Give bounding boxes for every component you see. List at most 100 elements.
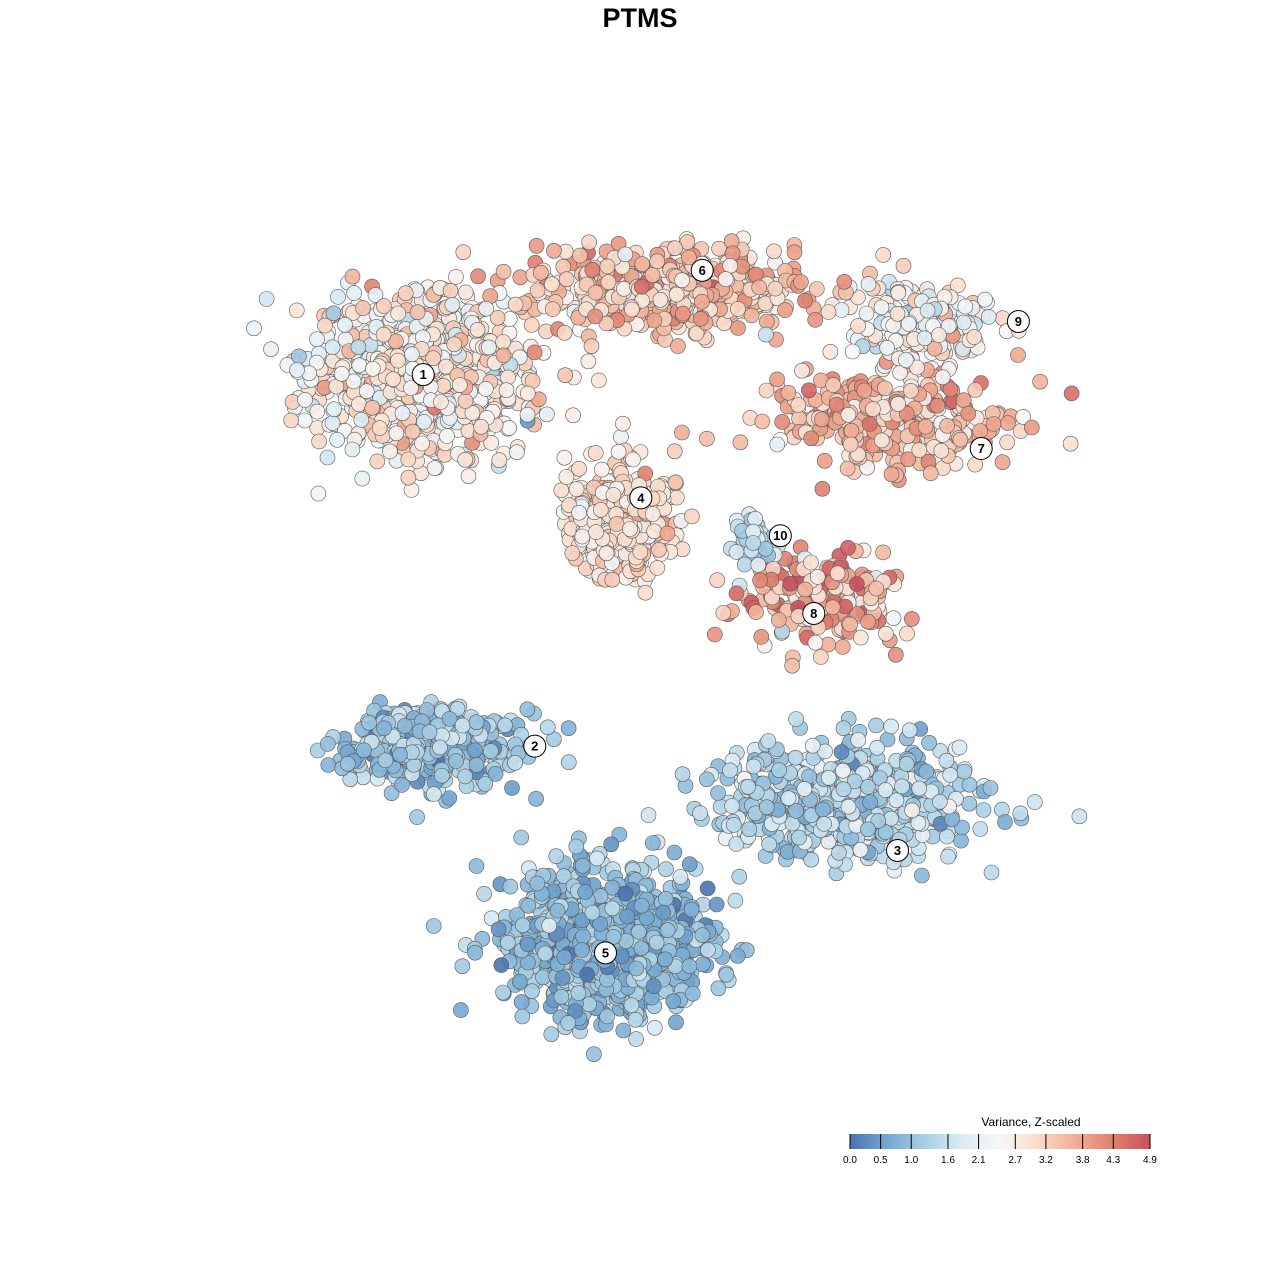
data-point — [901, 722, 918, 739]
data-point — [710, 785, 726, 801]
data-point — [961, 776, 978, 793]
data-point — [345, 373, 362, 390]
data-point — [790, 397, 807, 413]
data-point — [541, 917, 558, 934]
data-point — [625, 451, 641, 468]
data-point — [865, 401, 881, 417]
data-point — [692, 311, 709, 327]
data-point — [952, 431, 969, 448]
data-point — [858, 305, 875, 322]
data-point — [694, 293, 710, 310]
data-point — [949, 277, 966, 294]
data-point — [493, 957, 510, 973]
data-point — [665, 993, 682, 1010]
data-point — [624, 301, 640, 318]
data-point — [544, 301, 561, 317]
data-point — [570, 985, 587, 1001]
data-point — [729, 948, 746, 964]
data-point — [860, 276, 877, 292]
data-point — [339, 755, 356, 772]
data-point — [728, 585, 745, 602]
data-point — [560, 720, 577, 737]
data-point — [568, 838, 585, 855]
data-point — [549, 902, 566, 919]
legend-tick-label: 4.3 — [1106, 1155, 1120, 1166]
data-point — [1024, 419, 1040, 436]
data-point — [825, 377, 842, 393]
data-point — [813, 411, 830, 428]
data-point — [526, 344, 543, 361]
data-point — [829, 565, 846, 582]
data-point — [519, 701, 536, 718]
cluster-label-3: 3 — [886, 838, 909, 862]
data-point — [741, 821, 758, 838]
data-point — [308, 354, 325, 371]
data-point — [833, 302, 850, 318]
data-point — [617, 885, 634, 902]
data-point — [480, 339, 497, 356]
data-point — [883, 718, 899, 735]
data-point — [468, 714, 485, 731]
data-point — [457, 451, 474, 468]
data-point — [900, 451, 917, 468]
data-point — [414, 435, 430, 452]
data-point — [622, 521, 638, 537]
data-point — [491, 452, 508, 469]
data-point — [977, 291, 993, 308]
data-point — [929, 397, 946, 414]
data-point — [514, 1008, 531, 1025]
data-point — [808, 281, 825, 297]
data-point — [344, 441, 361, 458]
data-point — [967, 382, 984, 398]
data-point — [397, 285, 414, 302]
data-point — [788, 711, 804, 727]
data-point — [982, 780, 999, 796]
data-point — [498, 382, 515, 399]
data-point — [786, 244, 803, 261]
data-point — [580, 353, 597, 370]
data-point — [758, 799, 775, 816]
cluster-label-text: 6 — [699, 263, 706, 278]
data-point — [679, 234, 696, 250]
data-point — [317, 317, 333, 334]
data-point — [441, 790, 458, 806]
data-point — [396, 718, 413, 734]
color-legend: Variance, Z-scaled 0.0 0.5 1.0 1.6 2.1 2.7 3.2… — [843, 1115, 1157, 1166]
data-point — [644, 267, 661, 283]
data-points — [246, 230, 1088, 1062]
data-point — [980, 309, 997, 325]
data-point — [608, 516, 625, 532]
data-point — [640, 807, 657, 823]
data-point — [916, 330, 933, 347]
data-point — [309, 403, 326, 420]
data-point — [604, 879, 621, 896]
data-point — [725, 817, 742, 833]
cluster-label-text: 2 — [531, 739, 538, 754]
cluster-label-badge — [768, 524, 792, 548]
data-point — [394, 777, 410, 793]
data-point — [708, 896, 725, 913]
data-point — [364, 360, 381, 377]
data-point — [574, 857, 591, 874]
data-point — [353, 412, 370, 428]
data-point — [558, 271, 575, 288]
data-point — [603, 836, 620, 853]
data-point — [956, 763, 973, 780]
data-point — [862, 794, 878, 811]
data-point — [333, 365, 350, 382]
data-point — [446, 336, 463, 353]
data-point — [940, 318, 957, 334]
data-point — [774, 414, 791, 430]
data-point — [513, 829, 530, 846]
data-point — [468, 757, 485, 773]
data-point — [717, 271, 734, 287]
data-point — [889, 305, 906, 322]
data-point — [659, 922, 676, 939]
data-point — [539, 719, 556, 736]
data-point — [761, 836, 778, 853]
data-point — [814, 480, 831, 497]
data-point — [451, 377, 468, 393]
data-point — [568, 481, 585, 497]
data-point — [457, 768, 474, 785]
